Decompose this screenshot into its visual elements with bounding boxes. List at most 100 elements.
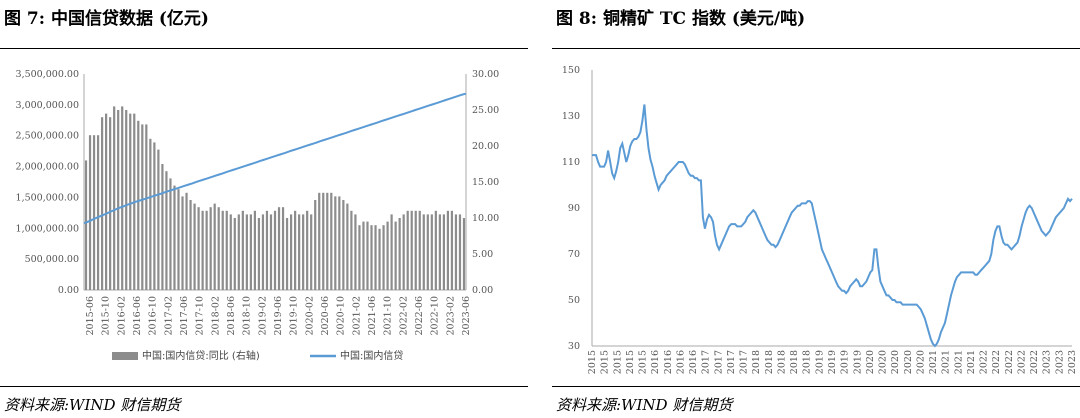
yoy-bar bbox=[430, 214, 433, 290]
x-tick-label: 2015-06 bbox=[85, 296, 96, 335]
x-tick-label: 2015 bbox=[612, 350, 623, 374]
yoy-bar bbox=[181, 196, 184, 290]
x-tick-label: 2017 bbox=[739, 350, 750, 374]
left-figure-title: 图 7: 中国信贷数据 (亿元) bbox=[4, 9, 209, 29]
credit-chart: 0.00 500,000.00 1,000,000.00 1,500,000.00 2,… bbox=[16, 69, 500, 362]
yoy-bar bbox=[285, 218, 289, 290]
x-tick-label: 2020 bbox=[878, 350, 889, 374]
yoy-bar bbox=[346, 203, 349, 290]
y-left-tick-label: 3,500,000.00 bbox=[16, 69, 79, 80]
x-tick-label: 2019 bbox=[852, 350, 863, 374]
y-right-tick-label: 15.00 bbox=[472, 177, 499, 188]
left-source-note: 资料来源:WIND 财信期货 bbox=[4, 396, 181, 414]
x-tick-label: 2018-02 bbox=[210, 296, 221, 335]
yoy-bar bbox=[366, 221, 369, 290]
x-tick-label: 2022 bbox=[979, 350, 990, 374]
right-top-rule bbox=[552, 48, 1080, 49]
yoy-bar bbox=[350, 210, 353, 290]
yoy-bar bbox=[113, 106, 116, 291]
y-left-tick-label: 500,000.00 bbox=[25, 254, 79, 265]
x-tick-label: 2020-06 bbox=[320, 296, 331, 335]
yoy-bar bbox=[201, 210, 204, 290]
yoy-bar bbox=[217, 207, 220, 290]
yoy-bar bbox=[442, 214, 445, 290]
x-tick-label: 2022 bbox=[1004, 350, 1015, 374]
x-tick-label: 2017-02 bbox=[163, 296, 174, 335]
yoy-bar bbox=[241, 210, 244, 290]
yoy-bar bbox=[197, 207, 200, 290]
x-tick-label: 2020 bbox=[865, 350, 876, 374]
yoy-bar bbox=[334, 196, 337, 290]
x-tick-label: 2017 bbox=[713, 350, 724, 374]
yoy-bar bbox=[374, 225, 377, 290]
x-tick-label: 2020 bbox=[890, 350, 901, 374]
x-tick-label: 2021 bbox=[928, 350, 939, 374]
y-tick-label: 110 bbox=[562, 157, 580, 168]
y-tick-label: 90 bbox=[568, 203, 580, 214]
yoy-bar bbox=[265, 210, 269, 290]
x-tick-label: 2023 bbox=[1067, 350, 1078, 374]
y-left-tick-label: 1,500,000.00 bbox=[16, 192, 79, 203]
x-tick-label: 2015 bbox=[625, 350, 636, 374]
yoy-bar bbox=[454, 214, 458, 290]
x-tick-label: 2022-02 bbox=[398, 296, 409, 335]
x-tick-label: 2017-06 bbox=[179, 296, 190, 335]
y-right-tick-label: 20.00 bbox=[472, 141, 499, 152]
x-tick-label: 2017 bbox=[701, 350, 712, 374]
y-tick-label: 70 bbox=[568, 249, 580, 260]
x-tick-label: 2019 bbox=[827, 350, 838, 374]
left-panel: 图 7: 中国信贷数据 (亿元) 0.00 500,000.00 1,000,000… bbox=[0, 0, 528, 418]
yoy-bar bbox=[382, 225, 385, 290]
left-bottom-rule bbox=[0, 386, 528, 387]
legend-bar-label: 中国:国内信贷:同比 (右轴) bbox=[142, 349, 260, 362]
x-tick-label: 2023-02 bbox=[445, 296, 456, 335]
yoy-bar bbox=[185, 192, 188, 290]
x-tick-label: 2019 bbox=[840, 350, 851, 374]
x-tick-label: 2023-06 bbox=[461, 296, 472, 335]
x-tick-label: 2016 bbox=[650, 350, 661, 374]
x-tick-label: 2016 bbox=[688, 350, 699, 374]
yoy-bar bbox=[269, 214, 273, 290]
yoy-bar bbox=[109, 117, 112, 290]
yoy-bar bbox=[84, 160, 88, 290]
yoy-bar bbox=[378, 228, 381, 290]
yoy-bar bbox=[318, 192, 321, 290]
x-tick-label: 2018 bbox=[751, 350, 762, 374]
x-tick-label: 2018 bbox=[764, 350, 775, 374]
y-tick-label: 30 bbox=[568, 341, 580, 352]
yoy-bar bbox=[125, 110, 128, 290]
x-tick-label: 2018 bbox=[776, 350, 787, 374]
x-tick-label: 2016-10 bbox=[148, 296, 159, 335]
x-tick-label: 2022-10 bbox=[430, 296, 441, 335]
yoy-bar bbox=[298, 214, 301, 290]
yoy-bar bbox=[402, 214, 405, 290]
x-tick-label: 2016 bbox=[663, 350, 674, 374]
yoy-bar bbox=[277, 207, 281, 290]
y-left-tick-label: 1,000,000.00 bbox=[16, 223, 79, 234]
yoy-bar bbox=[354, 214, 357, 290]
y-tick-label: 150 bbox=[562, 65, 580, 76]
y-left-tick-label: 2,000,000.00 bbox=[16, 162, 79, 173]
x-tick-label: 2020-02 bbox=[304, 296, 315, 335]
y-right-tick-label: 25.00 bbox=[472, 105, 499, 116]
yoy-bar bbox=[261, 214, 265, 290]
yoy-bar bbox=[245, 214, 248, 290]
yoy-bar bbox=[322, 192, 325, 290]
right-bottom-rule bbox=[552, 386, 1080, 387]
yoy-bar bbox=[273, 210, 277, 290]
x-tick-label: 2016-02 bbox=[116, 296, 127, 335]
yoy-bar bbox=[422, 214, 425, 290]
right-panel: 图 8: 铜精矿 TC 指数 (美元/吨) 30 50 70 90 110 130 150 2… bbox=[552, 0, 1080, 418]
yoy-bar bbox=[145, 124, 148, 291]
yoy-bar bbox=[342, 200, 345, 290]
legend-line-label: 中国:国内信贷 bbox=[340, 349, 403, 362]
yoy-bar bbox=[137, 120, 140, 290]
yoy-bar bbox=[302, 214, 305, 290]
yoy-bar bbox=[418, 210, 421, 290]
x-tick-label: 2021-02 bbox=[351, 296, 362, 335]
yoy-bar bbox=[129, 113, 132, 290]
yoy-bar bbox=[253, 210, 257, 290]
yoy-bar bbox=[386, 221, 389, 290]
yoy-bar bbox=[434, 210, 437, 290]
